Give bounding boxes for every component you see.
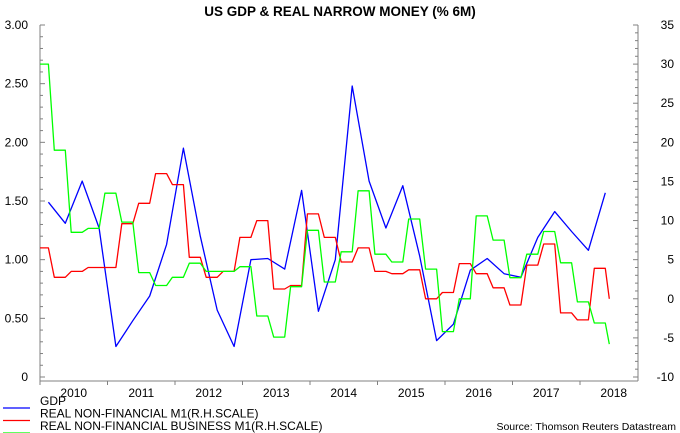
- right-tick-label: 25: [661, 96, 675, 110]
- x-tick-label: 2016: [465, 386, 492, 400]
- x-tick-label: 2010: [60, 386, 87, 400]
- source-note: Source: Thomson Reuters Datastream: [496, 421, 676, 433]
- series-group: [40, 63, 610, 348]
- x-tick-label: 2015: [398, 386, 425, 400]
- legend-label-2: REAL NON-FINANCIAL BUSINESS M1(R.H.SCALE…: [40, 419, 323, 433]
- x-tick-label: 2017: [533, 386, 560, 400]
- right-tick-label: 10: [661, 214, 675, 228]
- series-line-0: [47, 85, 606, 348]
- legend-label-0: GDP: [40, 394, 66, 408]
- x-tick-label: 2013: [263, 386, 290, 400]
- left-tick-label: 3.00: [5, 18, 29, 32]
- right-tick-label: 20: [661, 135, 675, 149]
- left-tick-label: 0: [21, 370, 28, 384]
- left-tick-label: 2.00: [5, 135, 29, 149]
- right-tick-label: 35: [661, 18, 675, 32]
- right-tick-label: 30: [661, 57, 675, 71]
- right-tick-label: -10: [657, 370, 675, 384]
- axes: 3.002.502.001.501.000.50035302520151050-…: [5, 18, 675, 400]
- right-tick-label: 0: [667, 292, 674, 306]
- x-tick-label: 2012: [195, 386, 222, 400]
- series-line-2: [40, 63, 610, 345]
- x-tick-label: 2011: [128, 386, 154, 400]
- chart-title: US GDP & REAL NARROW MONEY (% 6M): [204, 4, 476, 19]
- x-tick-label: 2014: [330, 386, 357, 400]
- right-tick-label: 15: [661, 174, 675, 188]
- left-tick-label: 0.50: [5, 311, 29, 325]
- series-line-1: [40, 172, 610, 321]
- legend-label-1: REAL NON-FINANCIAL M1(R.H.SCALE): [40, 407, 258, 421]
- left-tick-label: 2.50: [5, 77, 29, 91]
- left-tick-label: 1.50: [5, 194, 29, 208]
- left-tick-label: 1.00: [5, 253, 29, 267]
- right-tick-label: -5: [663, 331, 674, 345]
- right-tick-label: 5: [667, 253, 674, 267]
- x-tick-label: 2018: [600, 386, 627, 400]
